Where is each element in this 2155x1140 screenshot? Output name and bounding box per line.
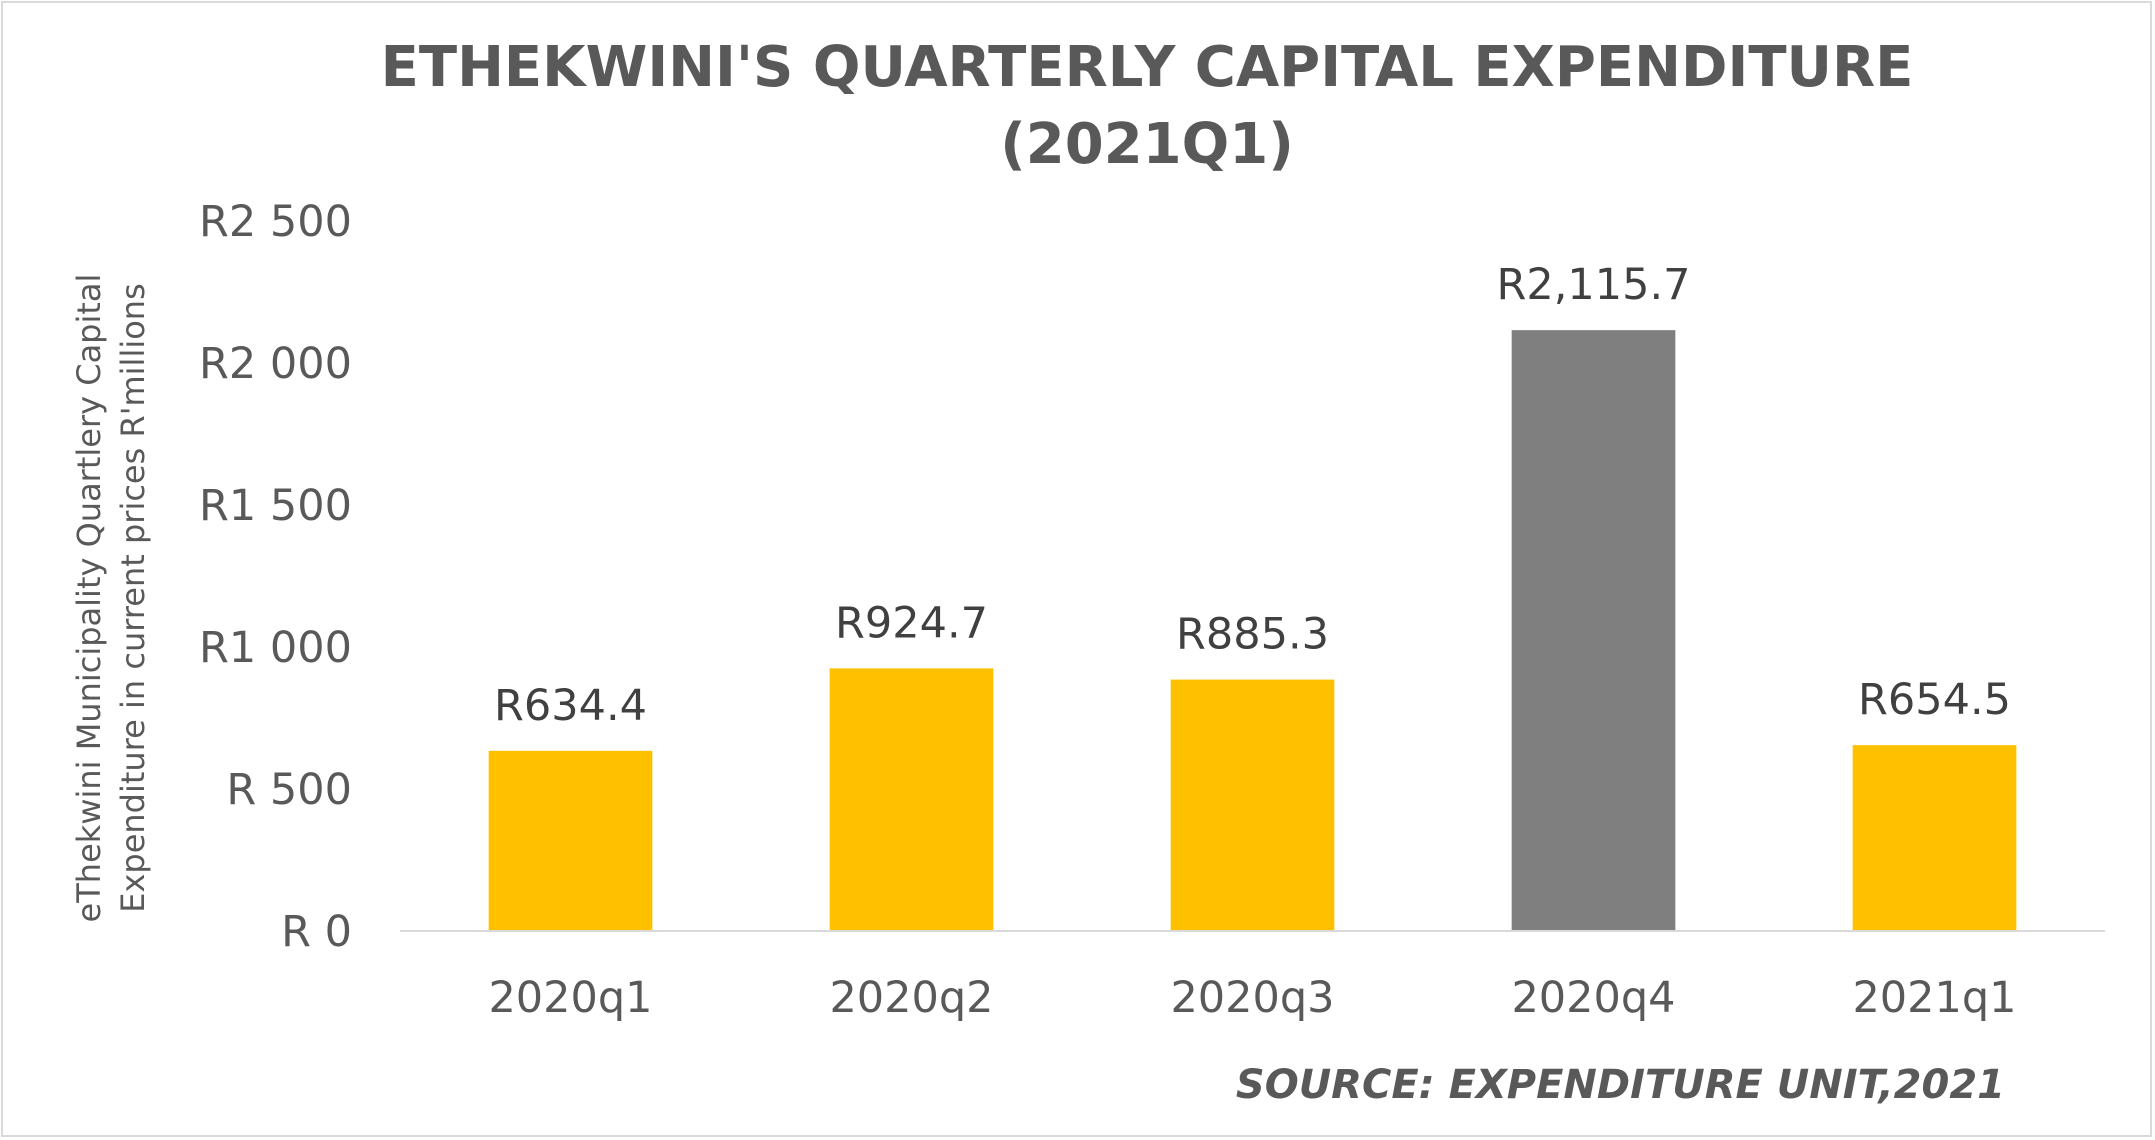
- x-axis-ticks: 2020q1 2020q2 2020q3 2020q4 2021q1: [488, 973, 2016, 1023]
- y-tick-label: R 500: [226, 765, 352, 815]
- bar-2020q3: [1170, 679, 1335, 931]
- data-labels: R634.4 R924.7 R885.3 R2,115.7 R654.5: [494, 260, 2011, 731]
- y-tick-label: R1 500: [199, 481, 352, 531]
- bar-2020q4: [1511, 330, 1676, 931]
- chart-title: ETHEKWINI'S QUARTERLY CAPITAL EXPENDITUR…: [381, 35, 1914, 177]
- y-tick-label: R2 000: [199, 339, 352, 389]
- y-tick-label: R2 500: [199, 197, 352, 247]
- y-axis-title-line-1: eThekwini Municipality Quartlery Capital: [70, 274, 108, 923]
- chart-title-line-1: ETHEKWINI'S QUARTERLY CAPITAL EXPENDITUR…: [381, 35, 1914, 100]
- y-tick-label: R 0: [281, 907, 352, 957]
- y-tick-label: R1 000: [199, 623, 352, 673]
- y-axis-title-line-2: Expenditure in current prices R'millions: [114, 283, 152, 913]
- chart-title-line-2: (2021Q1): [1000, 112, 1294, 177]
- y-axis-title: eThekwini Municipality Quartlery Capital…: [70, 274, 152, 923]
- source-note: SOURCE: EXPENDITURE UNIT,2021: [1236, 1062, 2005, 1108]
- data-label-2020q2: R924.7: [835, 598, 988, 648]
- bar-2020q1: [488, 750, 653, 931]
- x-tick-label: 2020q3: [1170, 973, 1334, 1023]
- y-axis-ticks: R 0 R 500 R1 000 R1 500 R2 000 R2 500: [199, 197, 352, 957]
- data-label-2020q4: R2,115.7: [1496, 260, 1690, 310]
- data-label-2020q1: R634.4: [494, 681, 647, 731]
- bar-2020q2: [829, 668, 994, 931]
- x-tick-label: 2020q2: [829, 973, 993, 1023]
- x-tick-label: 2020q1: [488, 973, 652, 1023]
- data-label-2020q3: R885.3: [1176, 610, 1329, 660]
- x-tick-label: 2021q1: [1852, 973, 2016, 1023]
- bar-2021q1: [1852, 745, 2017, 931]
- x-tick-label: 2020q4: [1511, 973, 1675, 1023]
- bars: [488, 330, 2017, 931]
- data-label-2021q1: R654.5: [1858, 675, 2011, 725]
